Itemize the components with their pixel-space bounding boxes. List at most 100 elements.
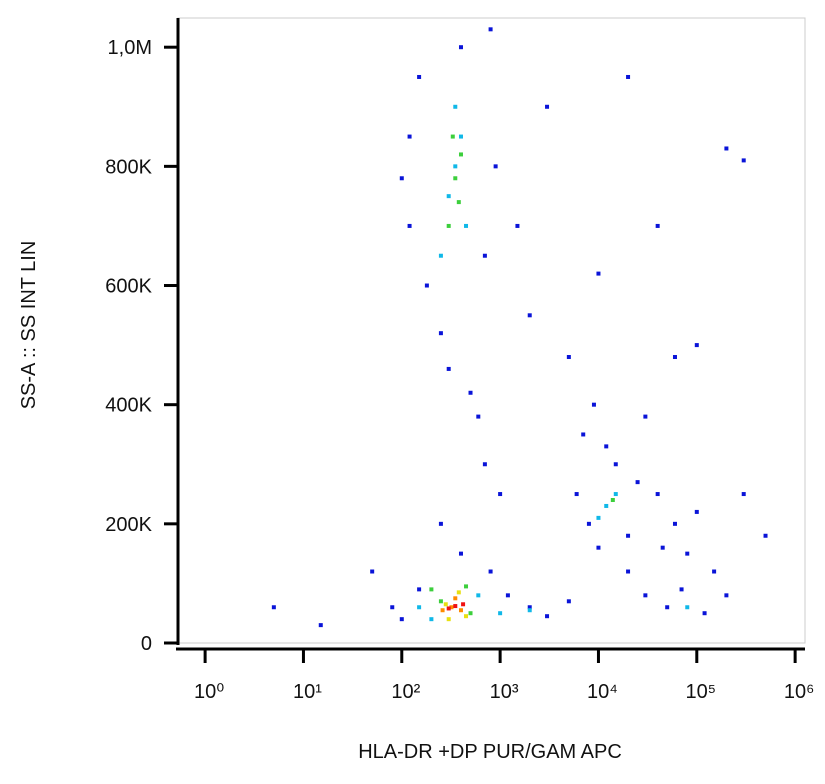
y-tick-label: 800K xyxy=(105,156,152,178)
point xyxy=(458,608,463,613)
point xyxy=(438,331,443,336)
point xyxy=(613,462,618,467)
point xyxy=(453,604,458,609)
point xyxy=(694,343,699,348)
point xyxy=(596,515,601,520)
point xyxy=(468,390,473,395)
point xyxy=(438,253,443,258)
point xyxy=(724,146,729,151)
y-axis-title: SS-A :: SS INT LIN xyxy=(18,241,40,410)
point xyxy=(476,414,481,419)
point xyxy=(596,545,601,550)
point xyxy=(399,176,404,181)
point xyxy=(390,605,395,610)
point xyxy=(498,611,503,616)
point xyxy=(604,503,609,508)
point xyxy=(446,223,451,228)
point xyxy=(586,521,591,526)
x-axis-title: HLA-DR +DP PUR/GAM APC xyxy=(358,741,622,763)
point xyxy=(741,158,746,163)
y-tick-label: 600K xyxy=(105,276,152,298)
point xyxy=(318,623,323,628)
point xyxy=(626,569,631,574)
point xyxy=(429,587,434,592)
point xyxy=(446,606,451,611)
point xyxy=(596,271,601,276)
point xyxy=(741,492,746,497)
point xyxy=(446,617,451,622)
x-tick-label: 10⁴ xyxy=(587,681,618,703)
x-tick-label: 10² xyxy=(391,681,420,703)
point xyxy=(453,164,458,169)
point xyxy=(450,134,455,139)
point xyxy=(488,27,493,32)
point xyxy=(453,596,458,601)
point xyxy=(482,462,487,467)
point xyxy=(482,253,487,258)
point xyxy=(591,402,596,407)
point xyxy=(672,521,677,526)
point xyxy=(527,605,532,610)
point xyxy=(498,492,503,497)
point xyxy=(626,74,631,79)
point xyxy=(407,223,412,228)
point xyxy=(505,593,510,598)
point xyxy=(464,223,469,228)
point xyxy=(694,509,699,514)
point xyxy=(429,617,434,622)
point xyxy=(527,608,532,613)
point xyxy=(685,605,690,610)
point xyxy=(440,608,445,613)
point xyxy=(468,611,473,616)
point xyxy=(610,498,615,503)
point xyxy=(635,480,640,485)
point xyxy=(456,590,461,595)
point xyxy=(461,602,466,607)
point xyxy=(672,355,677,360)
point xyxy=(446,366,451,371)
point xyxy=(458,45,463,50)
point xyxy=(464,584,469,589)
point xyxy=(685,551,690,556)
point xyxy=(453,104,458,109)
x-tick-label: 10³ xyxy=(490,681,519,703)
point xyxy=(581,432,586,437)
point xyxy=(407,134,412,139)
point xyxy=(655,223,660,228)
point xyxy=(424,283,429,288)
point xyxy=(702,611,707,616)
point xyxy=(453,176,458,181)
point xyxy=(515,223,520,228)
x-tick-label: 10⁵ xyxy=(686,681,717,703)
point xyxy=(399,617,404,622)
point xyxy=(763,533,768,538)
point xyxy=(438,521,443,526)
point xyxy=(443,602,448,607)
point xyxy=(438,599,443,604)
y-tick-label: 1,0M xyxy=(108,37,152,59)
point xyxy=(493,164,498,169)
y-tick-label: 200K xyxy=(105,514,152,536)
point xyxy=(545,104,550,109)
point xyxy=(458,551,463,556)
point xyxy=(566,599,571,604)
point xyxy=(458,152,463,157)
point xyxy=(626,533,631,538)
y-tick-label: 0 xyxy=(141,633,152,655)
point xyxy=(271,605,276,610)
point xyxy=(417,74,422,79)
point xyxy=(370,569,375,574)
x-tick-label: 10¹ xyxy=(293,681,322,703)
point xyxy=(655,492,660,497)
point xyxy=(449,605,454,610)
plot-frame xyxy=(177,17,806,644)
point xyxy=(464,614,469,619)
point xyxy=(712,569,717,574)
point xyxy=(458,134,463,139)
point xyxy=(476,593,481,598)
point xyxy=(643,593,648,598)
point xyxy=(456,200,461,205)
point xyxy=(417,587,422,592)
point xyxy=(679,587,684,592)
